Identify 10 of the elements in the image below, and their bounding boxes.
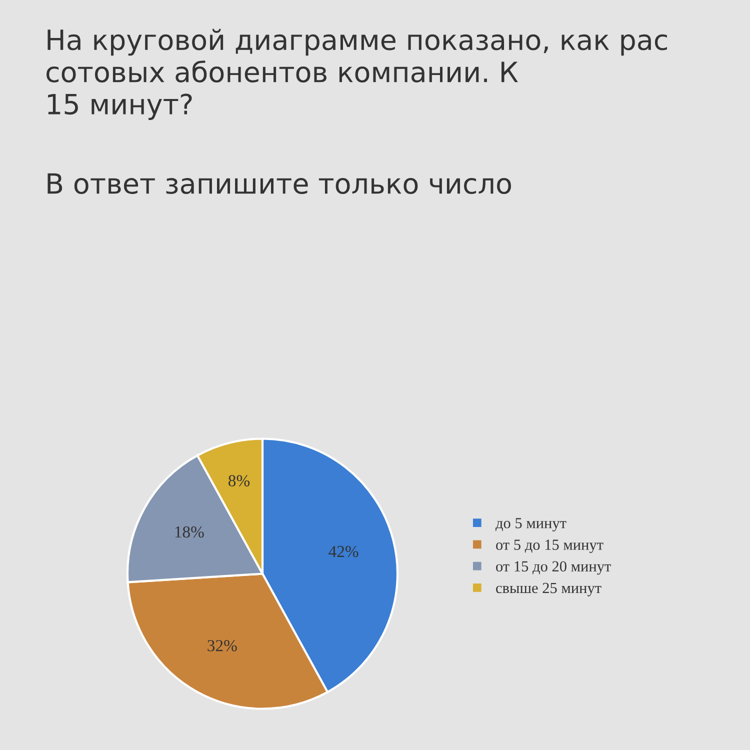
data-label: 18% <box>175 526 204 538</box>
legend-label: от 15 до 20 минут <box>496 561 611 575</box>
data-label: 8% <box>228 475 250 486</box>
legend-label: от 5 до 15 минут <box>496 540 604 554</box>
legend-label: до 5 минут <box>495 518 566 532</box>
chart-title: На круговой диаграмме показано, как рас сотовых абонентов компании. К 15 минут? <box>46 28 667 120</box>
legend-label: свыше 25 минут <box>496 582 602 596</box>
data-label: 32% <box>208 640 237 652</box>
chart-subtitle: В ответ запишите только число <box>48 173 511 194</box>
data-label: 42% <box>328 546 358 558</box>
